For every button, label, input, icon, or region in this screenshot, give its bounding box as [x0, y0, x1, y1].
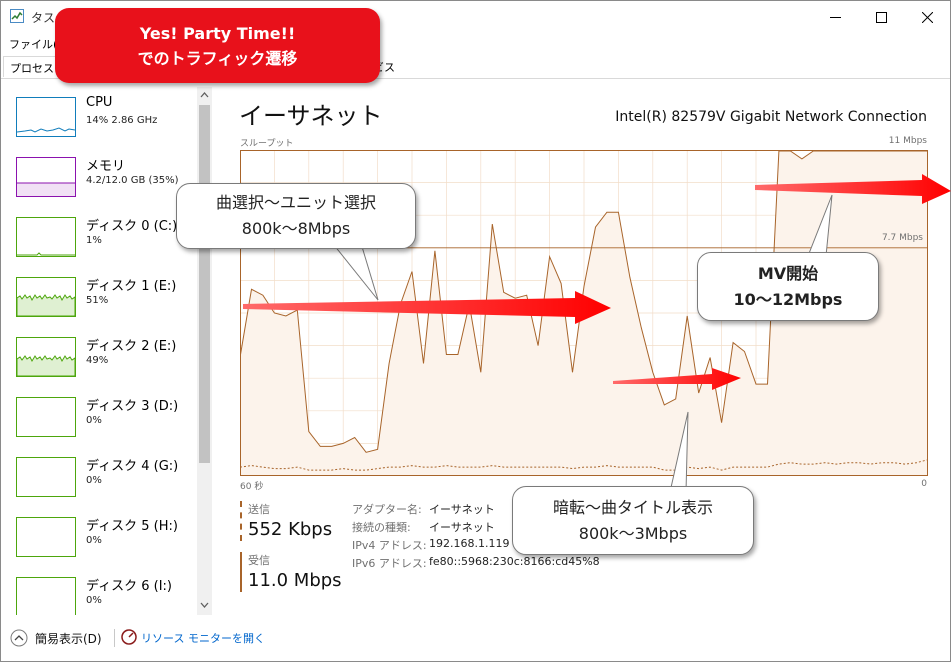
bubble-3-line-2: 800k～3Mbps	[578, 523, 688, 543]
menu-file[interactable]: ファイル(F)	[9, 38, 68, 51]
sidebar-item-value: 0%	[86, 535, 102, 546]
minimize-button[interactable]	[812, 1, 858, 33]
scroll-up-icon[interactable]	[199, 91, 210, 99]
disk-4-thumbnail	[16, 457, 76, 497]
sidebar-item-value: 0%	[86, 595, 102, 606]
graph-x-left-label: 60 秒	[240, 482, 264, 492]
info-value-connection: イーサネット	[429, 521, 495, 534]
performance-sidebar: CPU 14% 2.86 GHz メモリ 4.2/12.0 GB (35%) デ…	[1, 87, 213, 615]
sidebar-item-disk-4[interactable]: ディスク 4 (G:) 0%	[1, 447, 196, 505]
annotation-title-box: Yes! Party Time!! でのトラフィック遷移	[55, 8, 380, 83]
annotation-bubble-3: 暗転～曲タイトル表示 800k～3Mbps	[512, 486, 754, 555]
info-key-ipv6: IPv6 アドレス:	[352, 557, 427, 570]
sidebar-item-value: 49%	[86, 355, 109, 366]
disk-3-thumbnail	[16, 397, 76, 437]
close-icon	[921, 11, 933, 23]
sidebar-item-disk-2[interactable]: ディスク 2 (E:) 49%	[1, 327, 196, 385]
resource-monitor-icon	[121, 629, 137, 645]
maximize-icon	[875, 11, 887, 23]
arrow-2	[613, 368, 741, 390]
info-value-adapter: イーサネット	[429, 503, 495, 516]
sidebar-item-disk-1[interactable]: ディスク 1 (E:) 51%	[1, 267, 196, 325]
disk-0-thumbnail	[16, 217, 76, 257]
disk-6-thumbnail	[16, 577, 76, 615]
bubble-2-line-1: MV開始	[757, 263, 819, 283]
bubble-1-tail	[328, 239, 379, 301]
send-legend-marker	[240, 501, 244, 541]
bubble-1-line-1: 曲選択～ユニット選択	[215, 193, 376, 212]
receive-label: 受信	[248, 554, 270, 567]
sidebar-item-value: 1%	[86, 235, 102, 246]
sidebar-item-value: 0%	[86, 415, 102, 426]
bubble-1-line-2: 800k～8Mbps	[241, 219, 351, 238]
annotation-bubble-1: 曲選択～ユニット選択 800k～8Mbps	[176, 183, 416, 249]
disk-5-thumbnail	[16, 517, 76, 557]
send-line	[240, 459, 928, 471]
task-manager-icon	[10, 9, 24, 23]
annotation-title-line-2: でのトラフィック遷移	[137, 48, 298, 68]
info-key-ipv4: IPv4 アドレス:	[352, 539, 427, 552]
sidebar-item-value: 0%	[86, 475, 102, 486]
cpu-thumbnail	[16, 97, 76, 137]
page-title: イーサネット	[239, 102, 383, 130]
collapse-chevron-icon[interactable]	[10, 629, 28, 647]
send-label: 送信	[248, 503, 270, 516]
info-value-ipv4: 192.168.1.119	[429, 537, 510, 550]
sidebar-item-label: ディスク 2 (E:)	[86, 339, 177, 354]
arrow-1	[243, 291, 611, 324]
info-value-ipv6: fe80::5968:230c:8166:cd45%8	[429, 555, 600, 568]
sidebar-item-label: ディスク 3 (D:)	[86, 399, 179, 414]
sidebar-item-value: 14% 2.86 GHz	[86, 115, 158, 126]
disk-1-thumbnail	[16, 277, 76, 317]
fewer-details-link[interactable]: 簡易表示(D)	[35, 632, 102, 646]
sidebar-item-disk-6[interactable]: ディスク 6 (I:) 0%	[1, 567, 196, 615]
menu-bar: ファイル(F)	[1, 33, 950, 53]
sidebar-item-label: ディスク 4 (G:)	[86, 459, 179, 474]
memory-thumbnail	[16, 157, 76, 197]
bubble-3-line-1: 暗転～曲タイトル表示	[552, 497, 713, 517]
sidebar-item-disk-3[interactable]: ディスク 3 (D:) 0%	[1, 387, 196, 445]
graph-y-label: スループット	[240, 139, 294, 149]
sidebar-item-memory[interactable]: メモリ 4.2/12.0 GB (35%)	[1, 147, 196, 205]
sidebar-item-label: ディスク 1 (E:)	[86, 279, 177, 294]
send-value: 552 Kbps	[248, 519, 333, 540]
bubble-2-tail	[807, 194, 833, 257]
sidebar-item-label: ディスク 0 (C:)	[86, 219, 178, 234]
graph-x-right-label: 0	[921, 479, 927, 489]
sidebar-item-label: メモリ	[86, 159, 126, 174]
scroll-down-icon[interactable]	[199, 601, 210, 609]
bubble-3-tail	[669, 411, 689, 493]
tab-processes[interactable]: プロセス	[3, 56, 61, 77]
open-resource-monitor-link[interactable]: リソース モニターを開く	[141, 632, 265, 645]
annotation-title-line-1: Yes! Party Time!!	[139, 23, 296, 43]
maximize-button[interactable]	[858, 1, 904, 33]
graph-mid-label: 7.7 Mbps	[881, 233, 923, 243]
graph-border	[240, 150, 928, 476]
receive-value: 11.0 Mbps	[248, 570, 342, 591]
bubble-2-line-2: 10～12Mbps	[733, 289, 843, 309]
close-button[interactable]	[904, 1, 950, 33]
disk-2-thumbnail	[16, 337, 76, 377]
annotation-bubble-2: MV開始 10～12Mbps	[697, 252, 879, 321]
arrow-3	[755, 174, 951, 204]
sidebar-item-label: CPU	[86, 95, 113, 110]
info-key-adapter: アダプター名:	[352, 503, 422, 516]
minimize-icon	[829, 16, 841, 18]
graph-max-label: 11 Mbps	[888, 136, 927, 146]
sidebar-item-label: ディスク 5 (H:)	[86, 519, 178, 534]
sidebar-item-disk-5[interactable]: ディスク 5 (H:) 0%	[1, 507, 196, 565]
scrollbar-thumb[interactable]	[199, 105, 210, 463]
sidebar-item-disk-0[interactable]: ディスク 0 (C:) 1%	[1, 207, 196, 265]
sidebar-item-value: 4.2/12.0 GB (35%)	[86, 175, 179, 186]
footer-bar: 簡易表示(D) リソース モニターを開く	[1, 621, 950, 661]
adapter-description: Intel(R) 82579V Gigabit Network Connecti…	[615, 109, 927, 125]
sidebar-item-label: ディスク 6 (I:)	[86, 579, 172, 594]
receive-legend-marker	[240, 552, 242, 592]
info-key-connection: 接続の種類:	[352, 521, 411, 534]
sidebar-item-value: 51%	[86, 295, 109, 306]
sidebar-item-cpu[interactable]: CPU 14% 2.86 GHz	[1, 87, 196, 145]
footer-divider	[114, 629, 115, 647]
